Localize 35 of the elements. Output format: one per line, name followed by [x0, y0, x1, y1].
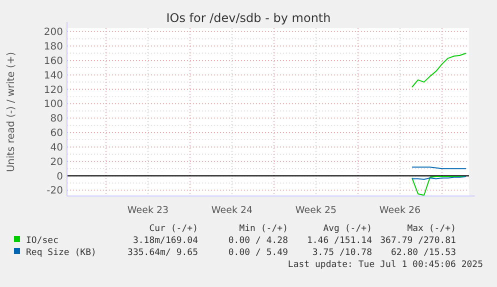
y-tick-label: 200: [44, 27, 63, 38]
text: Avg (-/+): [323, 224, 372, 234]
x-tick-label: Week 23: [127, 205, 169, 216]
text: 1.46 /151.14: [306, 236, 372, 246]
text: 367.79 /270.81: [380, 236, 456, 246]
y-axis-title: Units read (-) / write (+): [6, 52, 17, 172]
x-tick-label: Week 24: [211, 205, 253, 216]
y-tick-label: 120: [44, 84, 63, 96]
y-tick-label: 140: [44, 70, 63, 82]
y-tick-label: 0: [56, 171, 63, 182]
y-tick-label: 40: [50, 142, 63, 154]
x-tick-label: Week 26: [379, 205, 421, 216]
text: 0.00 / 5.49: [228, 248, 288, 258]
text: 3.18m/169.04: [132, 236, 198, 246]
chart-title: IOs for /dev/sdb - by month: [166, 11, 331, 25]
y-tick-label: 100: [44, 99, 63, 110]
text: 0.00 / 4.28: [228, 236, 288, 246]
legend-label: IO/sec: [26, 236, 59, 246]
text: Min (-/+): [239, 224, 288, 234]
text: 335.64m/ 9.65: [128, 248, 198, 258]
text: Max (-/+): [407, 224, 456, 234]
y-tick-label: 60: [50, 128, 63, 140]
line-series: [412, 176, 466, 196]
line-series: [412, 52, 466, 88]
y-tick-label: -20: [46, 186, 63, 197]
y-tick-label: 180: [44, 42, 63, 53]
text: 62.80 /15.53: [390, 248, 456, 258]
text: 3.75 /10.78: [312, 248, 372, 258]
text: Last update: Tue Jul 1 00:45:06 2025: [288, 260, 483, 270]
x-tick-label: Week 25: [295, 205, 337, 216]
y-tick-label: 20: [50, 156, 63, 168]
text: Cur (-/+): [149, 224, 198, 234]
y-tick-label: 80: [50, 114, 63, 125]
legend-label: Req Size (KB): [26, 248, 96, 258]
y-tick-label: 160: [44, 56, 63, 67]
